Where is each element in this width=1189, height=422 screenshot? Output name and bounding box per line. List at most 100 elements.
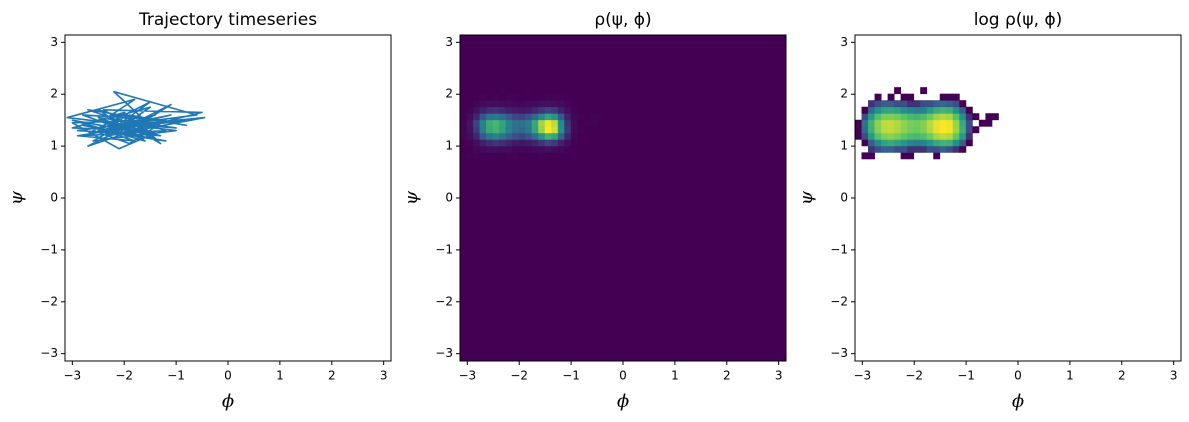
heat-cell: [544, 152, 552, 160]
heat-cell: [881, 119, 888, 127]
heat-cell: [499, 152, 507, 160]
heat-cell: [933, 113, 941, 121]
heat-cell: [479, 87, 487, 95]
heat-cell: [894, 126, 902, 134]
heat-cell: [557, 93, 565, 101]
heat-cell: [499, 145, 507, 153]
heat-cell: [557, 113, 565, 121]
x-tick-label: 1: [276, 369, 284, 383]
heat-cell: [874, 113, 882, 121]
heat-cell: [577, 93, 585, 101]
heat-cell: [570, 132, 578, 140]
heat-cell: [557, 145, 565, 153]
heat-cell: [570, 152, 578, 160]
x-tick-label: −3: [853, 369, 871, 383]
heat-cell: [590, 152, 598, 160]
heat-cell: [965, 132, 973, 140]
y-tick-label: 0: [50, 191, 58, 205]
x-tick-label: 2: [1118, 369, 1126, 383]
heat-cell: [551, 100, 559, 108]
heat-cell: [570, 145, 578, 153]
x-tick-label: 1: [671, 369, 679, 383]
heat-cell: [952, 126, 960, 134]
heat-cell: [855, 132, 862, 140]
heat-cell: [583, 145, 591, 153]
heat-cell: [920, 126, 928, 134]
heat-cell: [466, 139, 474, 147]
heat-cell: [570, 113, 578, 121]
heat-cell: [959, 100, 967, 108]
heat-cell: [551, 119, 559, 127]
heat-cell: [933, 100, 941, 108]
heat-cell: [881, 139, 888, 147]
x-tick-label: 0: [224, 369, 232, 383]
heat-cell: [518, 113, 526, 121]
heat-cell: [907, 132, 915, 140]
x-tick-label: 0: [619, 369, 627, 383]
heat-cell: [544, 126, 552, 134]
heat-cell: [564, 139, 572, 147]
heat-cell: [551, 93, 559, 101]
heat-cell: [505, 106, 513, 114]
heat-cell: [868, 145, 875, 153]
heat-cell: [894, 145, 902, 153]
heat-cell: [920, 100, 928, 108]
heat-cell: [544, 145, 552, 153]
y-tick-label: −3: [40, 346, 58, 360]
heat-cell: [557, 152, 565, 160]
heat-cell: [557, 132, 565, 140]
heat-cell: [959, 113, 967, 121]
heat-cell: [512, 93, 520, 101]
heat-cell: [926, 132, 934, 140]
heat-cell: [531, 119, 539, 127]
heat-cell: [596, 106, 604, 114]
heat-cell: [460, 145, 467, 153]
heat-cell: [531, 152, 539, 160]
heat-cell: [894, 87, 902, 95]
heat-cell: [466, 126, 474, 134]
heat-cell: [492, 132, 500, 140]
heat-cell: [486, 87, 493, 95]
y-tick-label: −3: [435, 346, 453, 360]
heat-cell: [492, 93, 500, 101]
heat-cell: [855, 126, 862, 134]
heat-cell: [551, 139, 559, 147]
heat-cell: [900, 119, 908, 127]
heat-cell: [505, 100, 513, 108]
heat-cell: [874, 106, 882, 114]
heat-cell: [913, 126, 921, 134]
heat-cell: [939, 132, 947, 140]
heat-cell: [965, 139, 973, 147]
heat-cell: [505, 87, 513, 95]
heat-cell: [479, 119, 487, 127]
heat-cell: [991, 113, 999, 121]
heat-cell: [473, 132, 480, 140]
heat-cell: [525, 119, 533, 127]
heat-cell: [544, 139, 552, 147]
heat-cell: [492, 106, 500, 114]
heat-cell: [920, 87, 928, 95]
heat-cell: [512, 139, 520, 147]
heat-cell: [861, 126, 869, 134]
heat-cell: [518, 145, 526, 153]
heat-cell: [933, 106, 941, 114]
heat-cell: [570, 126, 578, 134]
heat-cell: [538, 152, 546, 160]
heat-cell: [492, 152, 500, 160]
heat-cell: [946, 93, 954, 101]
heat-cell: [920, 119, 928, 127]
heat-cell: [551, 106, 559, 114]
heat-cell: [544, 113, 552, 121]
heat-cell: [551, 126, 559, 134]
heat-cell: [531, 126, 539, 134]
heat-cell: [887, 132, 895, 140]
heat-cell: [861, 119, 869, 127]
heat-cell: [861, 132, 869, 140]
heat-cell: [985, 113, 993, 121]
heat-cell: [874, 139, 882, 147]
heat-cell: [946, 113, 954, 121]
heat-cell: [881, 100, 888, 108]
heat-cell: [933, 119, 941, 127]
heat-cell: [596, 145, 604, 153]
